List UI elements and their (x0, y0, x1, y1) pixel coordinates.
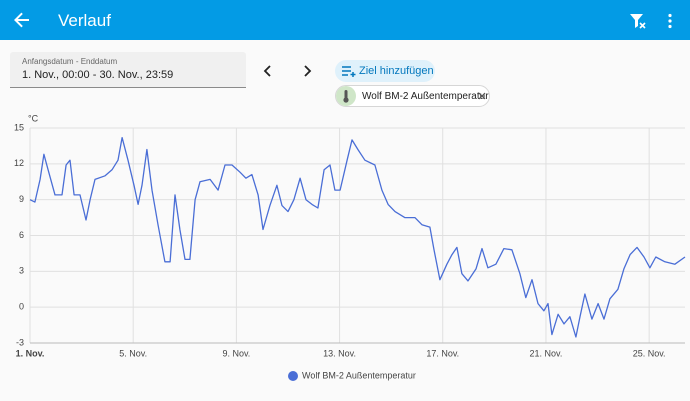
y-tick-label: 9 (19, 194, 24, 204)
date-range-value: 1. Nov., 00:00 - 30. Nov., 23:59 (22, 69, 174, 81)
add-icon (342, 66, 356, 77)
y-unit: °C (28, 113, 39, 123)
next-button[interactable] (302, 65, 312, 77)
add-target-button[interactable]: Ziel hinzufügen (335, 60, 435, 82)
prev-button[interactable] (263, 65, 273, 77)
y-tick-label: -3 (16, 337, 24, 347)
y-tick-label: 12 (14, 158, 24, 168)
chart: °C -3 0 3 6 9 12 15 1. Nov. 5. Nov. 9. Nov. 13. No… (14, 113, 686, 381)
line-series (29, 136, 686, 338)
y-tick-label: 3 (19, 266, 24, 276)
date-range-picker[interactable]: Anfangsdatum - Enddatum 1. Nov., 00:00 -… (10, 52, 246, 88)
date-range-label: Anfangsdatum - Enddatum (22, 57, 118, 66)
x-tick-label: 17. Nov. (426, 348, 459, 358)
thermometer-icon (343, 90, 349, 103)
y-tick-label: 6 (19, 230, 24, 240)
app-header: Verlauf (0, 0, 690, 40)
add-target-text: Ziel hinzufügen (359, 65, 434, 77)
x-tick-label: 25. Nov. (633, 348, 666, 358)
legend-swatch (288, 371, 298, 381)
legend-label: Wolf BM-2 Außentemperatur (302, 370, 416, 380)
back-button[interactable] (14, 12, 30, 28)
x-tick-label: 21. Nov. (530, 348, 563, 358)
x-tick-label: 13. Nov. (323, 348, 356, 358)
target-chip[interactable]: Wolf BM-2 Außentemperatur (335, 85, 490, 107)
chip-remove[interactable] (478, 92, 486, 100)
menu-button[interactable] (666, 13, 674, 29)
y-tick-label: 15 (14, 122, 24, 132)
y-tick-label: 0 (19, 302, 24, 312)
filter-clear-button[interactable] (630, 13, 646, 29)
chip-text: Wolf BM-2 Außentemperatur (362, 91, 489, 102)
x-tick-label: 1. Nov. (16, 348, 45, 358)
chip-icon (336, 86, 356, 106)
header-title: Verlauf (58, 11, 111, 30)
x-tick-label: 5. Nov. (119, 348, 147, 358)
x-tick-label: 9. Nov. (222, 348, 250, 358)
